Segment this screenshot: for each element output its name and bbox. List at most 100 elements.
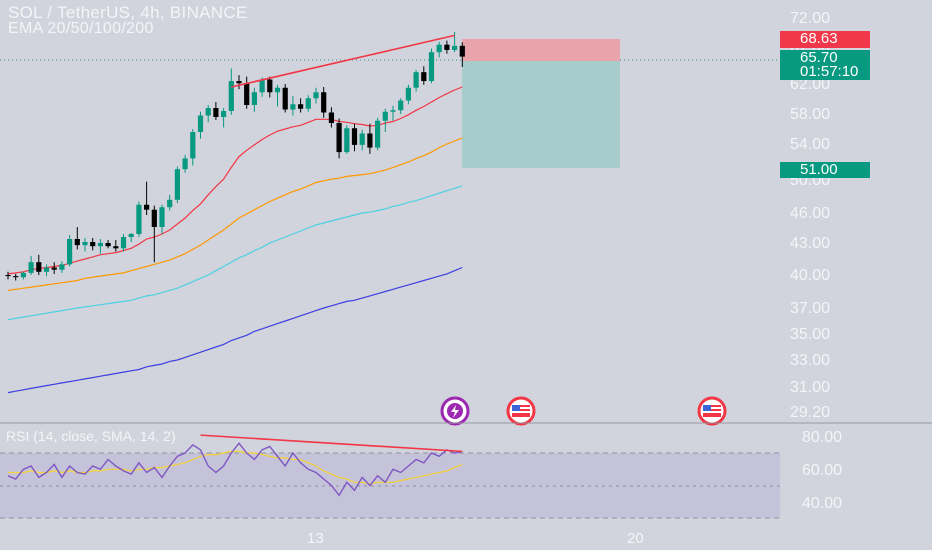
price-tick-label: 35.00 <box>790 326 830 343</box>
candle-body <box>74 239 80 246</box>
candle-body <box>244 83 250 105</box>
price-trendline-path <box>231 34 455 88</box>
candle-body <box>452 45 458 50</box>
lightning-icon[interactable] <box>440 396 470 426</box>
candle-body <box>82 242 88 246</box>
candle-body <box>51 267 57 270</box>
candle-body <box>290 104 296 110</box>
candle-body <box>398 100 404 111</box>
price-tick-label: 29.20 <box>790 404 830 421</box>
candle-body <box>267 79 273 93</box>
candle-body <box>144 204 150 210</box>
price-tick-label: 40.00 <box>790 267 830 284</box>
candle-body <box>344 128 350 153</box>
rsi-trendline[interactable] <box>200 434 463 453</box>
ema20-line <box>7 86 463 275</box>
candle-body <box>205 108 211 116</box>
candle-body <box>120 237 127 249</box>
last-price-tag: 65.70 01:57:10 <box>780 50 870 80</box>
rsi-axis[interactable]: 80.00 60.00 40.00 <box>802 429 842 512</box>
candle-body <box>313 92 319 99</box>
event-icons[interactable] <box>440 396 727 426</box>
price-tick-label: 43.00 <box>790 235 830 252</box>
target-price-value: 51.00 <box>800 161 838 178</box>
rsi-ma-line <box>8 450 463 485</box>
rsi-legend[interactable]: RSI (14, close, SMA, 14, 2) <box>6 428 176 444</box>
time-axis[interactable]: 13 20 <box>307 530 644 547</box>
candle-body <box>136 204 142 234</box>
stop-price-tag: 68.63 <box>780 31 870 48</box>
candle-body <box>151 209 157 227</box>
candle-body <box>328 112 334 123</box>
bar-countdown: 01:57:10 <box>800 63 859 80</box>
rsi-pane[interactable] <box>0 434 780 519</box>
candle-body <box>436 44 442 53</box>
candle-body <box>336 123 342 153</box>
candle-body <box>36 262 42 272</box>
rsi-band <box>0 453 780 518</box>
candle-body <box>113 246 119 249</box>
rsi-line <box>7 442 463 497</box>
rsi-tick-label: 80.00 <box>802 429 842 446</box>
candle-body <box>259 79 265 93</box>
candle-body <box>375 120 381 148</box>
ema200-path <box>7 266 463 394</box>
price-trendline[interactable] <box>231 34 455 88</box>
price-tick-label: 62.00 <box>790 76 830 93</box>
candle-body <box>413 72 419 88</box>
candle-body <box>213 108 219 117</box>
us-flag-icon[interactable] <box>697 396 727 426</box>
candle-body <box>159 207 165 227</box>
candle-body <box>13 276 19 278</box>
candle-body <box>236 81 242 84</box>
price-tick-label: 72.00 <box>790 10 830 27</box>
candle-body <box>298 104 304 109</box>
ema50-line <box>7 137 463 291</box>
candle-body <box>167 199 173 208</box>
candle-body <box>444 44 450 50</box>
ema50-path <box>7 137 463 291</box>
rsi-tick-label: 40.00 <box>802 495 842 512</box>
candle-body <box>174 169 180 200</box>
candlesticks <box>5 31 465 281</box>
candle-body <box>251 92 257 105</box>
price-tick-label: 33.00 <box>790 352 830 369</box>
candle-body <box>390 110 396 112</box>
candle-body <box>128 234 134 237</box>
rsi-trendline-path <box>200 434 463 453</box>
price-tick-label: 58.00 <box>790 106 830 123</box>
candle-body <box>359 133 365 145</box>
last-price-value: 65.70 <box>800 49 838 66</box>
ema100-path <box>7 185 463 321</box>
price-pane[interactable] <box>0 31 780 394</box>
candle-body <box>274 87 281 93</box>
candle-body <box>228 81 234 111</box>
candle-body <box>459 45 465 57</box>
candle-body <box>221 111 227 117</box>
candle-body <box>321 92 327 113</box>
candle-body <box>190 132 196 159</box>
stop-loss-zone[interactable] <box>462 39 620 61</box>
candle-body <box>90 242 96 247</box>
ema200-line <box>7 266 463 394</box>
candle-body <box>305 98 311 109</box>
price-tick-label: 46.00 <box>790 205 830 222</box>
ema20-path <box>7 86 463 275</box>
take-profit-zone[interactable] <box>462 61 620 168</box>
time-tick-label: 20 <box>627 530 644 547</box>
candle-body <box>43 267 50 272</box>
price-tick-label: 31.00 <box>790 379 830 396</box>
price-tick-label: 37.00 <box>790 300 830 317</box>
symbol-title[interactable]: SOL / TetherUS, 4h, BINANCE <box>8 3 248 22</box>
target-price-tag: 51.00 <box>780 162 870 178</box>
candle-body <box>182 158 188 170</box>
indicator-legend[interactable]: EMA 20/50/100/200 <box>8 20 154 37</box>
candle-body <box>351 128 358 145</box>
candle-body <box>428 52 435 82</box>
rsi-tick-label: 60.00 <box>802 462 842 479</box>
time-tick-label: 13 <box>307 530 324 547</box>
us-flag-icon[interactable] <box>506 396 536 426</box>
candle-body <box>405 87 411 101</box>
rsi-ma-path <box>8 450 463 485</box>
